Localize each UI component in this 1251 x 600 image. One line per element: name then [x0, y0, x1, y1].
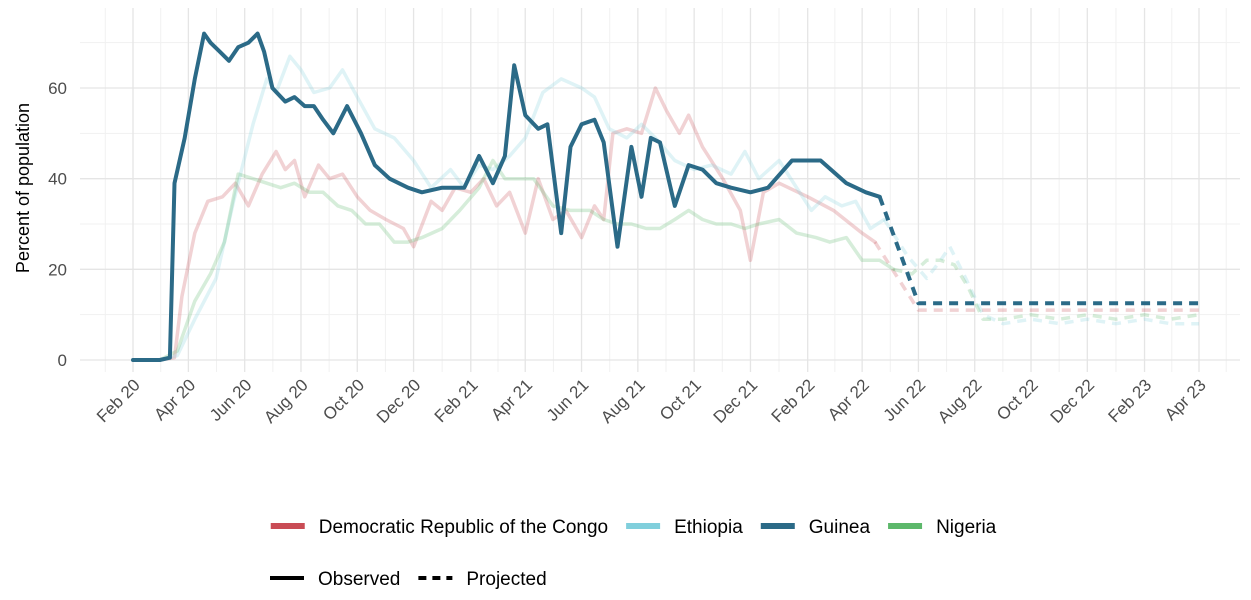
legend-label-democratic-republic-of-the-congo: Democratic Republic of the Congo: [319, 517, 608, 538]
x-tick-label: Apr 21: [487, 375, 536, 424]
x-tick-label: Dec 20: [373, 375, 425, 427]
series-line-projected-nigeria: [893, 258, 1200, 321]
series-line-projected-guinea: [877, 196, 1199, 306]
x-tick-label: Dec 21: [710, 375, 762, 427]
x-tick-label: Oct 22: [993, 375, 1042, 424]
x-tick-label: Aug 22: [934, 375, 986, 427]
legend-label-projected: Projected: [466, 569, 546, 590]
x-tick-label: Feb 20: [93, 375, 144, 426]
x-tick-label: Apr 23: [1161, 375, 1210, 424]
x-tick-label: Oct 21: [656, 375, 705, 424]
y-tick-label: 40: [48, 170, 67, 189]
x-tick-label: Aug 21: [597, 375, 649, 427]
x-tick-label: Oct 20: [319, 375, 368, 424]
legend-label-guinea: Guinea: [809, 517, 871, 538]
series-line-observed-nigeria: [131, 158, 896, 362]
x-tick-label: Jun 20: [206, 375, 256, 425]
series-line-projected-democratic-republic-of-the-congo: [873, 241, 1199, 312]
x-tick-label: Apr 22: [824, 375, 873, 424]
legend-label-observed: Observed: [318, 569, 400, 590]
legend-label-ethiopia: Ethiopia: [674, 517, 743, 538]
y-axis-ticks: 0 20 40 60: [48, 79, 67, 370]
x-tick-label: Jun 22: [880, 375, 930, 425]
series-layer: [131, 31, 1200, 362]
x-tick-label: Apr 20: [150, 375, 199, 424]
x-tick-label: Feb 23: [1104, 375, 1155, 426]
y-tick-label: 0: [58, 351, 67, 370]
series-line-projected-ethiopia: [882, 218, 1199, 326]
y-tick-label: 20: [48, 260, 67, 279]
legend: Democratic Republic of the Congo Ethiopia…: [270, 517, 997, 590]
x-tick-label: Feb 21: [431, 375, 482, 426]
y-axis-title: Percent of population: [13, 103, 33, 273]
series-line-observed-guinea: [131, 31, 882, 362]
y-tick-label: 60: [48, 79, 67, 98]
x-tick-label: Jun 21: [543, 375, 593, 425]
x-tick-label: Feb 22: [768, 375, 819, 426]
legend-label-nigeria: Nigeria: [936, 517, 997, 538]
series-line-observed-democratic-republic-of-the-congo: [131, 86, 877, 362]
x-axis-ticks: Feb 20 Apr 20 Jun 20 Aug 20 Oct 20 Dec 20 Feb …: [93, 375, 1210, 427]
x-tick-label: Aug 20: [260, 375, 312, 427]
x-tick-label: Dec 22: [1047, 375, 1099, 427]
